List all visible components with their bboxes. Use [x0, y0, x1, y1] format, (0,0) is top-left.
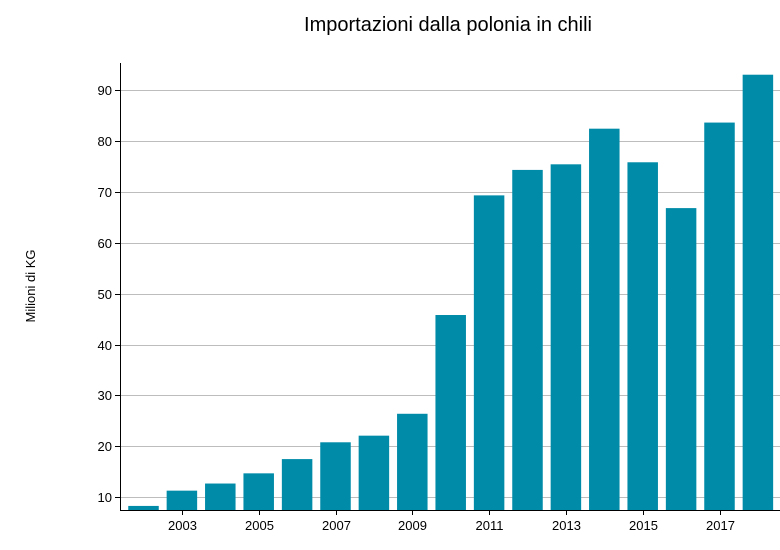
- bar-2016: [665, 208, 697, 510]
- axes: [115, 63, 780, 515]
- bar-2015: [627, 162, 658, 510]
- x-tick-label: 2005: [245, 518, 274, 533]
- bar-2012: [512, 169, 543, 510]
- x-tick-label: 2011: [476, 518, 504, 533]
- x-tick-labels: 2003 2005 2007 2009 2011 2013 2015 2017: [168, 518, 735, 533]
- bar-2010: [435, 315, 466, 510]
- bar-2008: [358, 435, 390, 510]
- bar-2009: [397, 413, 428, 510]
- y-tick-label: 90: [98, 83, 112, 98]
- bar-2003: [166, 490, 198, 510]
- x-tick-label: 2013: [552, 518, 581, 533]
- x-tick-label: 2017: [706, 518, 735, 533]
- bar-2007: [320, 442, 351, 510]
- grid-lines: [120, 90, 780, 498]
- y-tick-label: 80: [98, 134, 112, 149]
- y-tick-label: 10: [98, 490, 112, 505]
- chart-title: Importazioni dalla polonia in chili: [304, 14, 592, 36]
- bars: [128, 74, 774, 511]
- x-tick-label: 2009: [398, 518, 427, 533]
- bar-2017: [704, 122, 735, 510]
- y-tick-label: 30: [98, 388, 112, 403]
- bar-2014: [589, 128, 620, 510]
- bar-2002: [128, 505, 159, 510]
- bar-2013: [550, 164, 582, 510]
- y-axis-label: Milioni di KG: [23, 250, 38, 323]
- y-tick-label: 70: [98, 185, 112, 200]
- bar-2004: [205, 483, 236, 510]
- y-tick-label: 20: [98, 439, 112, 454]
- y-tick-label: 50: [98, 287, 112, 302]
- bar-2018: [742, 74, 774, 511]
- bar-2011: [473, 195, 505, 510]
- x-tick-label: 2007: [322, 518, 351, 533]
- y-tick-label: 40: [98, 338, 112, 353]
- x-tick-label: 2015: [629, 518, 658, 533]
- y-tick-label: 60: [98, 236, 112, 251]
- y-tick-labels: 10 20 30 40 50 60 70 80 90: [98, 83, 112, 505]
- bar-2005: [243, 473, 274, 510]
- x-tick-label: 2003: [168, 518, 197, 533]
- bar-2006: [281, 459, 313, 510]
